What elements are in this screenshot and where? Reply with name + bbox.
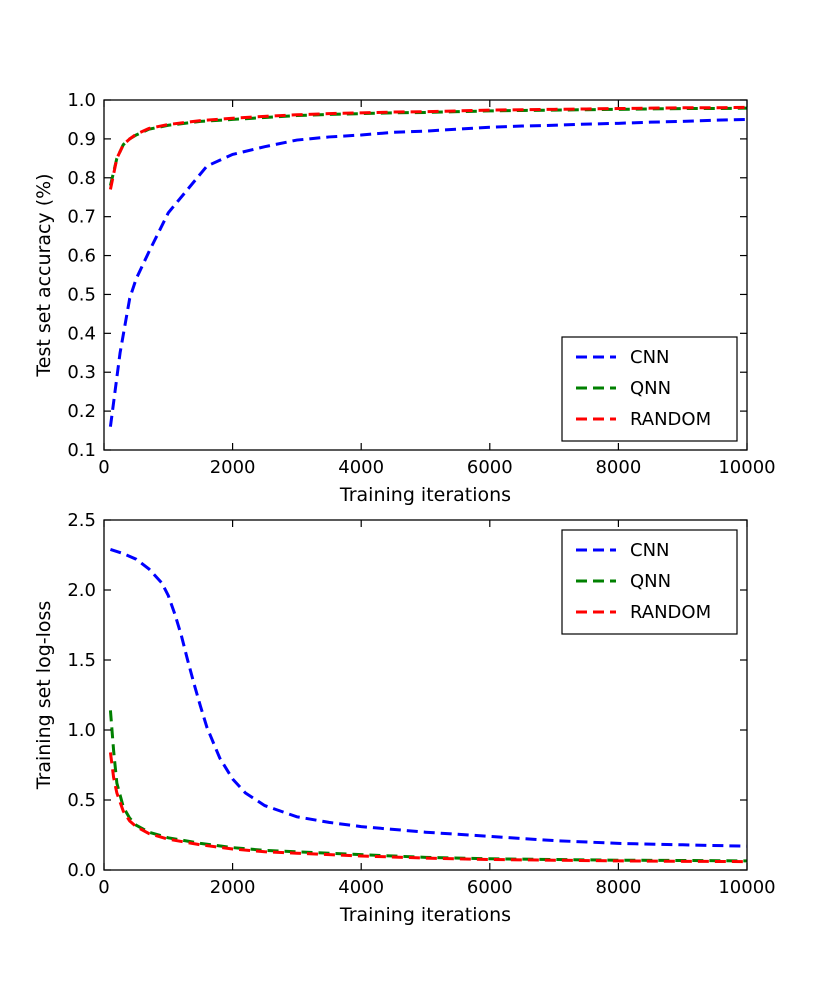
y-tick-label: 0.5: [67, 790, 96, 811]
legend: CNN QNN RANDOM: [561, 336, 738, 442]
legend-label-qnn: QNN: [630, 571, 671, 592]
x-tick-label: 8000: [595, 877, 641, 898]
y-tick-label: 2.5: [67, 510, 96, 531]
y-tick-label: 0.4: [67, 323, 96, 344]
series-line-random: [108, 105, 747, 190]
x-tick-label: 10000: [718, 457, 775, 478]
x-axis-label: Training iterations: [339, 484, 511, 506]
y-tick-label: 0.7: [67, 207, 96, 228]
x-tick-label: 10000: [718, 877, 775, 898]
x-tick-label: 4000: [338, 457, 384, 478]
legend-label-cnn: CNN: [630, 347, 670, 368]
x-tick-label: 6000: [467, 877, 513, 898]
legend: CNN QNN RANDOM: [561, 529, 738, 635]
series-line-qnn: [108, 106, 747, 186]
legend-box: [561, 336, 738, 442]
y-axis-label: Training set log-loss: [33, 601, 55, 791]
x-tick-label: 6000: [467, 457, 513, 478]
x-tick-label: 2000: [210, 877, 256, 898]
y-tick-label: 0.9: [67, 129, 96, 150]
y-tick-label: 0.8: [67, 168, 96, 189]
plot-frame: [103, 99, 748, 451]
x-axis-label: Training iterations: [339, 904, 511, 926]
y-axis-label: Test set accuracy (%): [33, 173, 55, 377]
x-tick-label: 4000: [338, 877, 384, 898]
legend-label-cnn: CNN: [630, 540, 670, 561]
x-tick-label: 8000: [595, 457, 641, 478]
x-tick-label: 2000: [210, 457, 256, 478]
legend-label-random: RANDOM: [630, 409, 711, 430]
series-line-qnn: [108, 710, 747, 863]
y-tick-label: 0.2: [67, 401, 96, 422]
y-tick-label: 0.6: [67, 246, 96, 267]
x-tick-label: 0: [98, 457, 109, 478]
y-tick-label: 1.5: [67, 650, 96, 671]
y-tick-label: 1.0: [67, 720, 96, 741]
legend-box: [561, 529, 738, 635]
plot-frame: [103, 519, 748, 871]
y-tick-label: 2.0: [67, 580, 96, 601]
x-tick-label: 0: [98, 877, 109, 898]
accuracy-chart: 0 2000 4000 6000 8000 10000 0.1 0.2 0.3 0.4 0.5 0.6…: [33, 90, 776, 506]
y-tick-label: 0.5: [67, 284, 96, 305]
log-loss-chart: 0 2000 4000 6000 8000 10000 0.0 0.5 1.0 1.5 2.0 2.5…: [33, 510, 776, 926]
legend-label-qnn: QNN: [630, 378, 671, 399]
y-tick-label: 0.1: [67, 440, 96, 461]
y-tick-label: 0.0: [67, 860, 96, 881]
legend-label-random: RANDOM: [630, 602, 711, 623]
y-tick-label: 1.0: [67, 90, 96, 111]
y-tick-label: 0.3: [67, 362, 96, 383]
series-line-cnn: [109, 547, 747, 848]
series-line-cnn: [108, 117, 747, 427]
series-line-random: [108, 752, 747, 864]
